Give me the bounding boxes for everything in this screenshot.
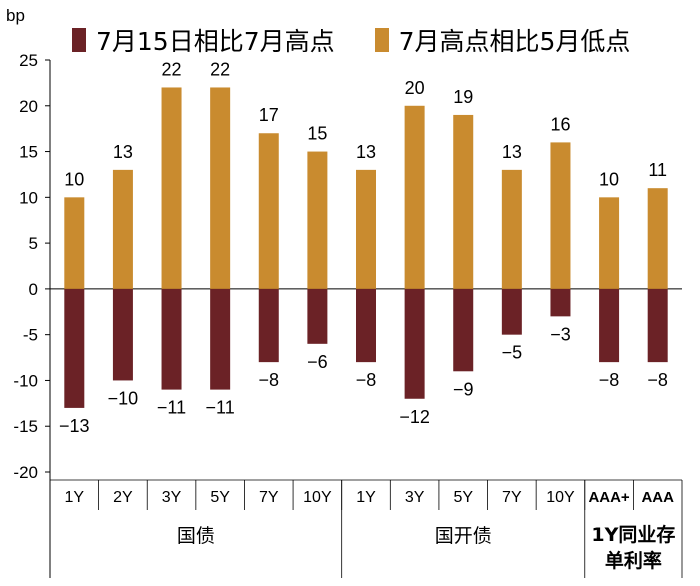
- bar-decline: [501, 288, 522, 335]
- data-label-rise: 16: [550, 114, 570, 134]
- x-tick-label: 7Y: [502, 489, 522, 506]
- data-label-decline: −5: [502, 343, 523, 363]
- y-tick-label: 25: [19, 51, 38, 70]
- bar-rise: [404, 105, 425, 289]
- y-tick-label: 20: [19, 97, 38, 116]
- bar-rise: [64, 197, 85, 289]
- bar-decline: [550, 288, 571, 317]
- bar-rise: [210, 87, 231, 289]
- bar-rise: [307, 151, 328, 289]
- x-tick-label: 5Y: [210, 489, 230, 506]
- legend-item-decline: 7月15日相比7月高点: [72, 22, 335, 58]
- bar-rise: [356, 169, 376, 289]
- data-label-rise: 19: [453, 87, 473, 107]
- data-label-decline: −8: [599, 370, 620, 390]
- data-label-decline: −8: [259, 370, 280, 390]
- legend: 7月15日相比7月高点 7月高点相比5月低点: [72, 22, 630, 58]
- data-label-decline: −9: [453, 379, 474, 399]
- bar-decline: [453, 288, 474, 372]
- x-tick-label: AAA+: [588, 489, 629, 506]
- bar-rise: [599, 197, 620, 289]
- y-tick-label: -20: [13, 463, 38, 482]
- bar-rise: [161, 87, 182, 289]
- data-label-rise: 10: [599, 169, 619, 189]
- group-label: 国债: [177, 525, 215, 547]
- x-tick-label: 10Y: [546, 489, 575, 506]
- bar-decline: [599, 288, 620, 363]
- data-label-decline: −12: [399, 407, 430, 427]
- bar-rise: [453, 114, 474, 289]
- bar-rise: [501, 169, 522, 289]
- y-tick-label: -10: [13, 371, 38, 390]
- x-tick-label: 7Y: [259, 489, 279, 506]
- x-tick-label: 3Y: [405, 489, 425, 506]
- group-label: 国开债: [435, 525, 492, 547]
- data-label-rise: 15: [307, 124, 327, 144]
- data-label-decline: −11: [157, 398, 186, 418]
- x-tick-label: 3Y: [162, 489, 182, 506]
- x-tick-label: 10Y: [303, 489, 332, 506]
- data-label-decline: −6: [307, 352, 328, 372]
- legend-item-rise: 7月高点相比5月低点: [374, 22, 631, 58]
- x-tick-label: 1Y: [65, 489, 85, 506]
- bar-decline: [161, 288, 182, 390]
- y-tick-label: -15: [13, 417, 38, 436]
- legend-label-rise: 7月高点相比5月低点: [398, 27, 631, 56]
- data-label-decline: −13: [59, 416, 90, 436]
- data-label-decline: −11: [206, 398, 235, 418]
- data-label-rise: 11: [648, 160, 667, 180]
- bar-rise: [647, 188, 668, 289]
- data-label-decline: −3: [550, 324, 571, 344]
- x-tick-label: 1Y: [356, 489, 376, 506]
- bar-rise: [550, 142, 571, 289]
- data-label-rise: 13: [356, 142, 376, 162]
- y-tick-label: 5: [29, 234, 38, 253]
- bar-decline: [404, 288, 425, 399]
- data-label-decline: −8: [356, 370, 377, 390]
- bar-decline: [64, 288, 85, 408]
- data-label-decline: −8: [647, 370, 668, 390]
- bar-decline: [258, 288, 279, 363]
- bar-decline: [307, 288, 328, 344]
- legend-label-decline: 7月15日相比7月高点: [96, 27, 335, 56]
- data-label-rise: 13: [113, 142, 133, 162]
- bar-decline: [647, 288, 668, 363]
- group-label: 单利率: [605, 549, 662, 572]
- bar-rise: [258, 133, 279, 289]
- bar-decline: [112, 288, 133, 381]
- y-axis-unit: bp: [6, 6, 25, 25]
- legend-swatch-rise: [374, 28, 389, 52]
- y-tick-label: 0: [29, 280, 38, 299]
- data-label-rise: 10: [64, 169, 84, 189]
- data-label-rise: 20: [405, 78, 425, 98]
- y-tick-label: 10: [19, 188, 38, 207]
- bar-decline: [356, 288, 376, 363]
- data-label-rise: 13: [502, 142, 522, 162]
- data-label-decline: −10: [108, 388, 139, 408]
- legend-swatch-decline: [72, 28, 86, 52]
- bar-decline: [210, 288, 231, 390]
- x-tick-label: 2Y: [113, 489, 133, 506]
- data-label-rise: 22: [162, 59, 182, 79]
- data-label-rise: 22: [210, 59, 230, 79]
- x-tick-label: AAA: [641, 489, 674, 506]
- x-tick-label: 5Y: [453, 489, 473, 506]
- group-label: 1Y同业存: [591, 523, 675, 546]
- bar-rise: [112, 169, 133, 289]
- data-label-rise: 17: [259, 105, 279, 125]
- y-tick-label: 15: [19, 143, 38, 162]
- y-tick-label: -5: [23, 326, 38, 345]
